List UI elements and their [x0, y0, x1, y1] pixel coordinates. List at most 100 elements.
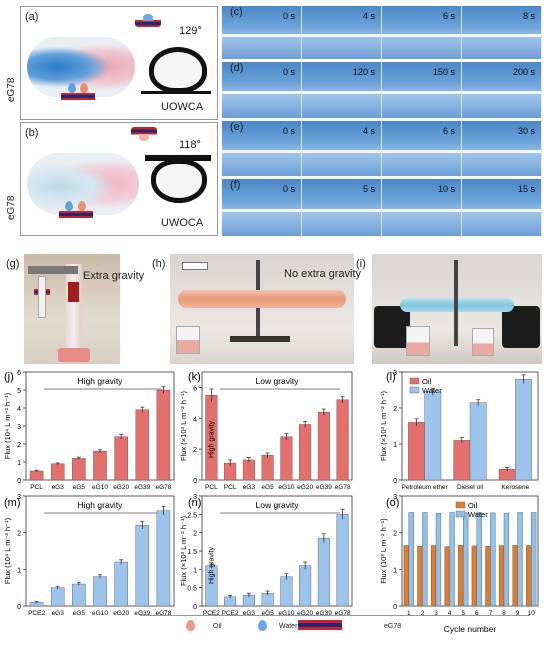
bar — [422, 512, 428, 607]
y-tick-label: 0 — [393, 478, 397, 485]
x-tick-label: Petroleum ether — [402, 484, 449, 491]
panel-label: (k) — [188, 371, 201, 383]
x-tick-label: eG78 — [335, 610, 351, 617]
strip-frame: 4 s — [302, 121, 382, 176]
time-label: 4 s — [362, 11, 375, 21]
bar — [336, 399, 349, 481]
strip-frame: 4 s — [302, 6, 382, 59]
bar — [417, 546, 423, 607]
y-tick-label: 2 — [193, 531, 197, 538]
strip-frame: 8 s — [462, 6, 542, 59]
x-tick-label: eG3 — [52, 610, 65, 617]
y-tick-label: 1 — [193, 567, 197, 574]
oil-drop-icon — [78, 201, 86, 211]
time-label: 30 s — [517, 126, 535, 136]
membrane-line — [302, 33, 381, 37]
legend-label: Water — [468, 510, 488, 519]
y-tick-label: 2 — [17, 442, 21, 449]
y-tick-label: 5 — [17, 388, 21, 395]
x-tick-label: eG3 — [243, 484, 256, 491]
x-tick-label: 4 — [448, 610, 452, 617]
y-axis-label: Flux (×10³ L m⁻² h⁻¹) — [379, 391, 388, 461]
panel-label: (o) — [386, 497, 399, 509]
membrane-line — [382, 91, 461, 95]
panel-label: (l) — [386, 371, 396, 383]
time-label: 8 s — [522, 11, 535, 21]
membrane-icon — [61, 93, 95, 100]
bar — [299, 565, 312, 607]
bar — [50, 587, 65, 607]
y-tick-label: 0 — [393, 604, 397, 611]
legend-label: Water — [422, 386, 442, 395]
contact-angle-a: 129° — [179, 25, 202, 37]
panel-label: (j) — [4, 371, 14, 383]
bar — [435, 513, 442, 607]
x-tick-label: 10 — [528, 610, 536, 617]
strip-label: (f) — [230, 179, 241, 191]
time-label: 200 s — [512, 67, 535, 77]
panel-a-label: (a) — [25, 11, 39, 23]
x-tick-label: eG3 — [52, 484, 65, 491]
time-label: 0 s — [282, 126, 295, 136]
water-drop-icon — [68, 83, 76, 93]
bar — [526, 545, 532, 607]
bar — [299, 424, 312, 481]
photo-h — [170, 254, 354, 364]
y-tick-label: 1 — [17, 567, 21, 574]
x-tick-label: 6 — [475, 610, 479, 617]
bar-annotation: High gravity — [208, 547, 215, 584]
chart-title: High gravity — [78, 500, 124, 510]
strip-c: 0 s 4 s 6 s 8 s (c) — [222, 6, 542, 59]
beaker — [176, 326, 200, 354]
strip-frame: 200 s — [462, 62, 542, 118]
photo-g — [24, 254, 120, 364]
y-tick-label: 1 — [393, 567, 397, 574]
bar — [29, 470, 44, 481]
bar — [498, 545, 505, 607]
membrane-line — [462, 33, 541, 37]
strip-frame: 0 s — [222, 121, 302, 176]
membrane-line — [222, 91, 301, 95]
strip-frame: 5 s — [302, 179, 382, 236]
strip-label: (c) — [230, 6, 243, 18]
y-axis-label: Flux (×10³ L m⁻² h⁻¹) — [179, 391, 188, 461]
bar — [463, 512, 469, 607]
time-label: 150 s — [432, 67, 455, 77]
y-tick-label: 3 — [17, 424, 21, 431]
bar — [336, 514, 349, 607]
bar — [424, 391, 442, 481]
bar — [242, 459, 255, 481]
y-tick-label: 2.5 — [187, 512, 197, 519]
strip-d: 0 s 120 s 150 s 200 s (d) — [222, 62, 542, 118]
legend-swatch — [455, 501, 466, 509]
legend-swatch — [409, 386, 420, 394]
droplet-photo — [151, 159, 207, 203]
x-tick-label: eG3 — [243, 610, 256, 617]
time-label: 0 s — [282, 184, 295, 194]
bar — [261, 455, 274, 481]
x-tick-label: Diesel oil — [457, 484, 484, 491]
legend-label: Oil — [468, 501, 478, 510]
chart-title: High gravity — [78, 376, 124, 386]
membrane-line — [462, 149, 541, 153]
y-tick-label: 0.5 — [187, 586, 197, 593]
panel-label: (m) — [4, 497, 21, 509]
t-icon — [182, 262, 208, 270]
bar — [471, 545, 477, 607]
x-tick-label: eG78 — [335, 484, 351, 491]
bar — [485, 546, 491, 607]
membrane-line — [302, 149, 381, 153]
x-tick-label: eG20 — [297, 610, 313, 617]
y-tick-label: 3 — [193, 494, 197, 501]
membrane-photo — [27, 153, 139, 215]
membrane-icon — [59, 211, 93, 218]
contact-angle-b: 118° — [179, 139, 201, 151]
x-tick-label: 5 — [461, 610, 465, 617]
water-legend-label: Water — [279, 623, 298, 630]
x-tick-label: PCE2 — [28, 610, 45, 617]
bar — [430, 545, 437, 607]
membrane-line — [302, 208, 381, 212]
strip-frame: 0 s — [222, 6, 302, 59]
bar — [93, 451, 107, 481]
